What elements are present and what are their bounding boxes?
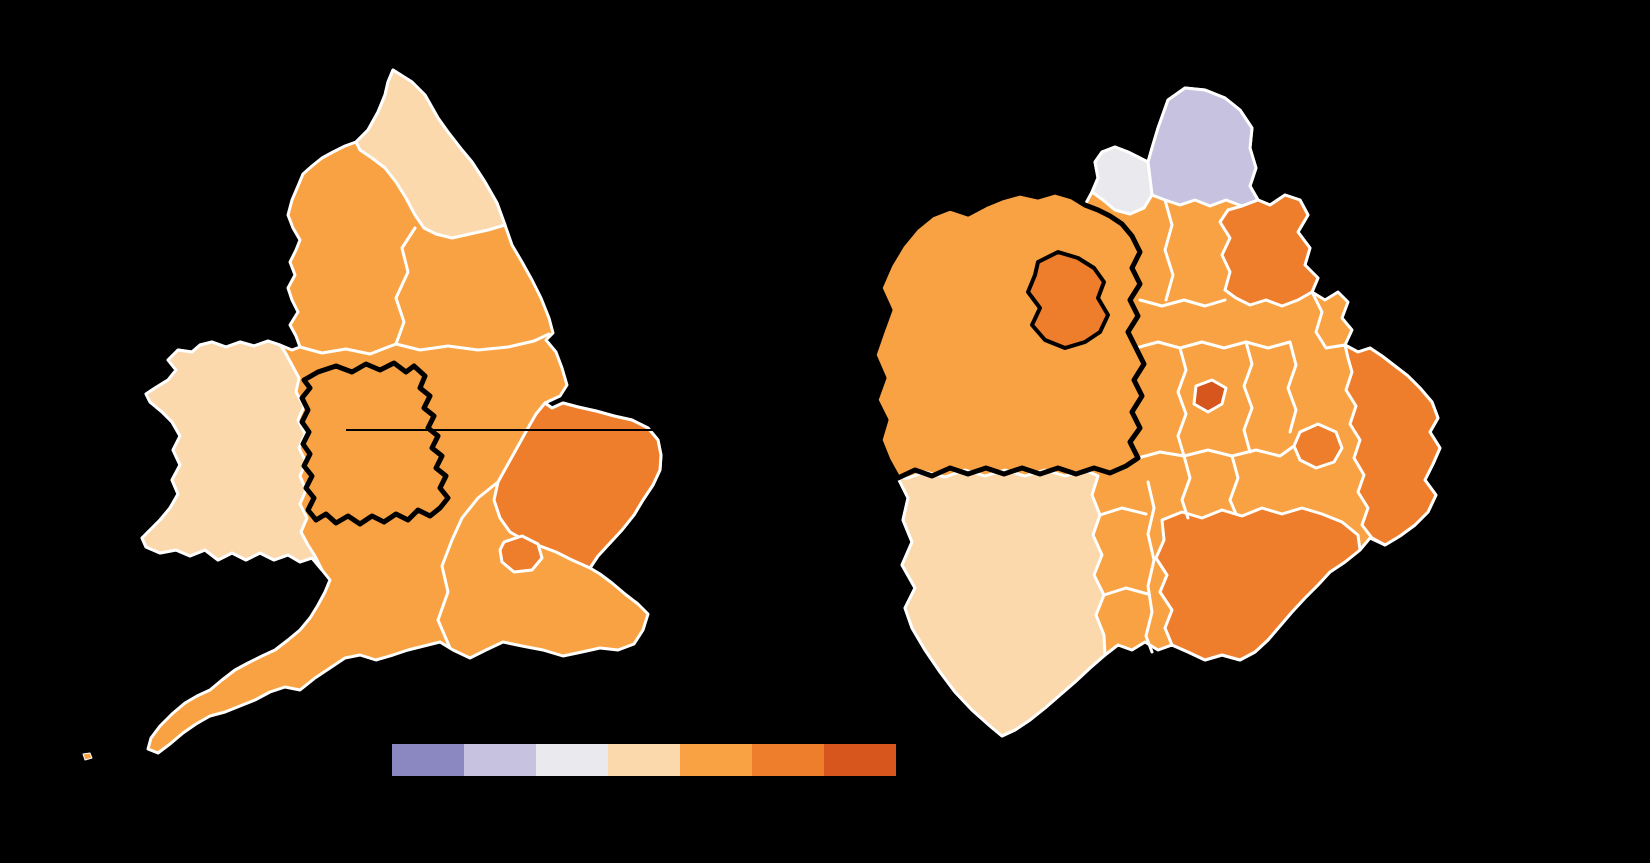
legend-swatch-1	[392, 744, 464, 776]
region-boundary-line	[394, 332, 551, 352]
detail-region-south	[1154, 506, 1362, 662]
region-boundary-line	[450, 480, 500, 542]
district-boundary-line	[1144, 480, 1156, 654]
legend-swatch-5	[680, 744, 752, 776]
detail-region-centre-dark	[1192, 378, 1228, 414]
district-boundary-line	[1163, 198, 1175, 302]
detail-region-north-grey	[1090, 145, 1154, 216]
region-boundary-line	[394, 226, 417, 346]
legend-swatch-2	[464, 744, 536, 776]
district-boundary-line	[1134, 340, 1292, 350]
district-boundary-line	[1242, 340, 1254, 454]
district-boundary-line	[1098, 506, 1148, 517]
legend-swatch-6	[752, 744, 824, 776]
district-boundary-line	[1310, 290, 1347, 350]
region-london	[498, 534, 544, 574]
district-boundary-line	[1228, 454, 1240, 516]
detail-region-centre-east	[1292, 422, 1344, 470]
detail-region-north-lavender	[1146, 86, 1260, 208]
district-boundary-line	[1102, 586, 1150, 597]
map-england-wales	[82, 68, 866, 761]
detail-region-east	[1343, 343, 1442, 547]
district-boundary-line	[1180, 454, 1192, 520]
west-midlands-highlight-outline	[299, 360, 451, 527]
region-north-east	[354, 68, 507, 240]
district-boundary-line	[1176, 346, 1188, 458]
district-boundary-line	[1138, 298, 1227, 308]
region-small-island	[82, 752, 93, 761]
legend-swatch-3	[536, 744, 608, 776]
region-boundary-line	[436, 538, 454, 650]
region-boundary-line	[298, 342, 398, 356]
region-wales	[140, 339, 324, 572]
district-boundary-line	[1136, 444, 1296, 460]
map-west-midlands-detail	[871, 86, 1442, 738]
district-boundary-line	[1286, 340, 1298, 434]
legend-swatch-4	[608, 744, 680, 776]
detail-region-north-east	[1218, 193, 1320, 308]
legend	[392, 744, 896, 776]
detail-region-inner-north	[1026, 250, 1110, 350]
detail-region-south-west	[896, 468, 1107, 738]
detail-outlined-area-outline	[871, 189, 1147, 481]
legend-swatch-7	[824, 744, 896, 776]
